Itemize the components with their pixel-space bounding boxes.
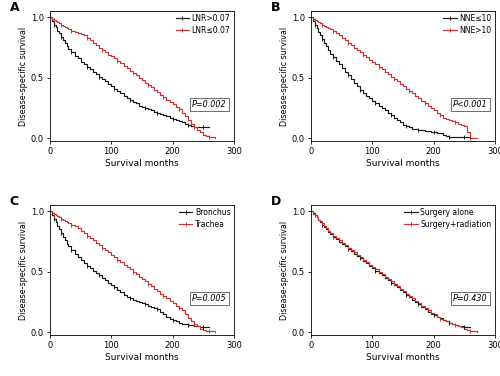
X-axis label: Survival months: Survival months — [366, 159, 440, 168]
Text: P=0.430: P=0.430 — [453, 294, 488, 303]
Legend: LNR>0.07, LNR≤0.07: LNR>0.07, LNR≤0.07 — [174, 12, 232, 36]
Text: B: B — [270, 1, 280, 14]
Text: P=0.005: P=0.005 — [192, 294, 226, 303]
Legend: NNE≤10, NNE>10: NNE≤10, NNE>10 — [442, 12, 493, 36]
X-axis label: Survival months: Survival months — [105, 159, 179, 168]
Y-axis label: Disease-specific survival: Disease-specific survival — [280, 26, 289, 126]
X-axis label: Survival months: Survival months — [366, 353, 440, 362]
Text: C: C — [10, 195, 18, 208]
Y-axis label: Disease-specific survival: Disease-specific survival — [19, 26, 28, 126]
Text: A: A — [10, 1, 19, 14]
Y-axis label: Disease-specific survival: Disease-specific survival — [19, 220, 28, 320]
Legend: Bronchus, Trachea: Bronchus, Trachea — [177, 206, 232, 230]
Text: P=0.002: P=0.002 — [192, 100, 226, 109]
X-axis label: Survival months: Survival months — [105, 353, 179, 362]
Y-axis label: Disease-specific survival: Disease-specific survival — [280, 220, 289, 320]
Text: P<0.001: P<0.001 — [453, 100, 488, 109]
Text: D: D — [270, 195, 281, 208]
Legend: Surgery alone, Surgery+radiation: Surgery alone, Surgery+radiation — [403, 206, 493, 230]
